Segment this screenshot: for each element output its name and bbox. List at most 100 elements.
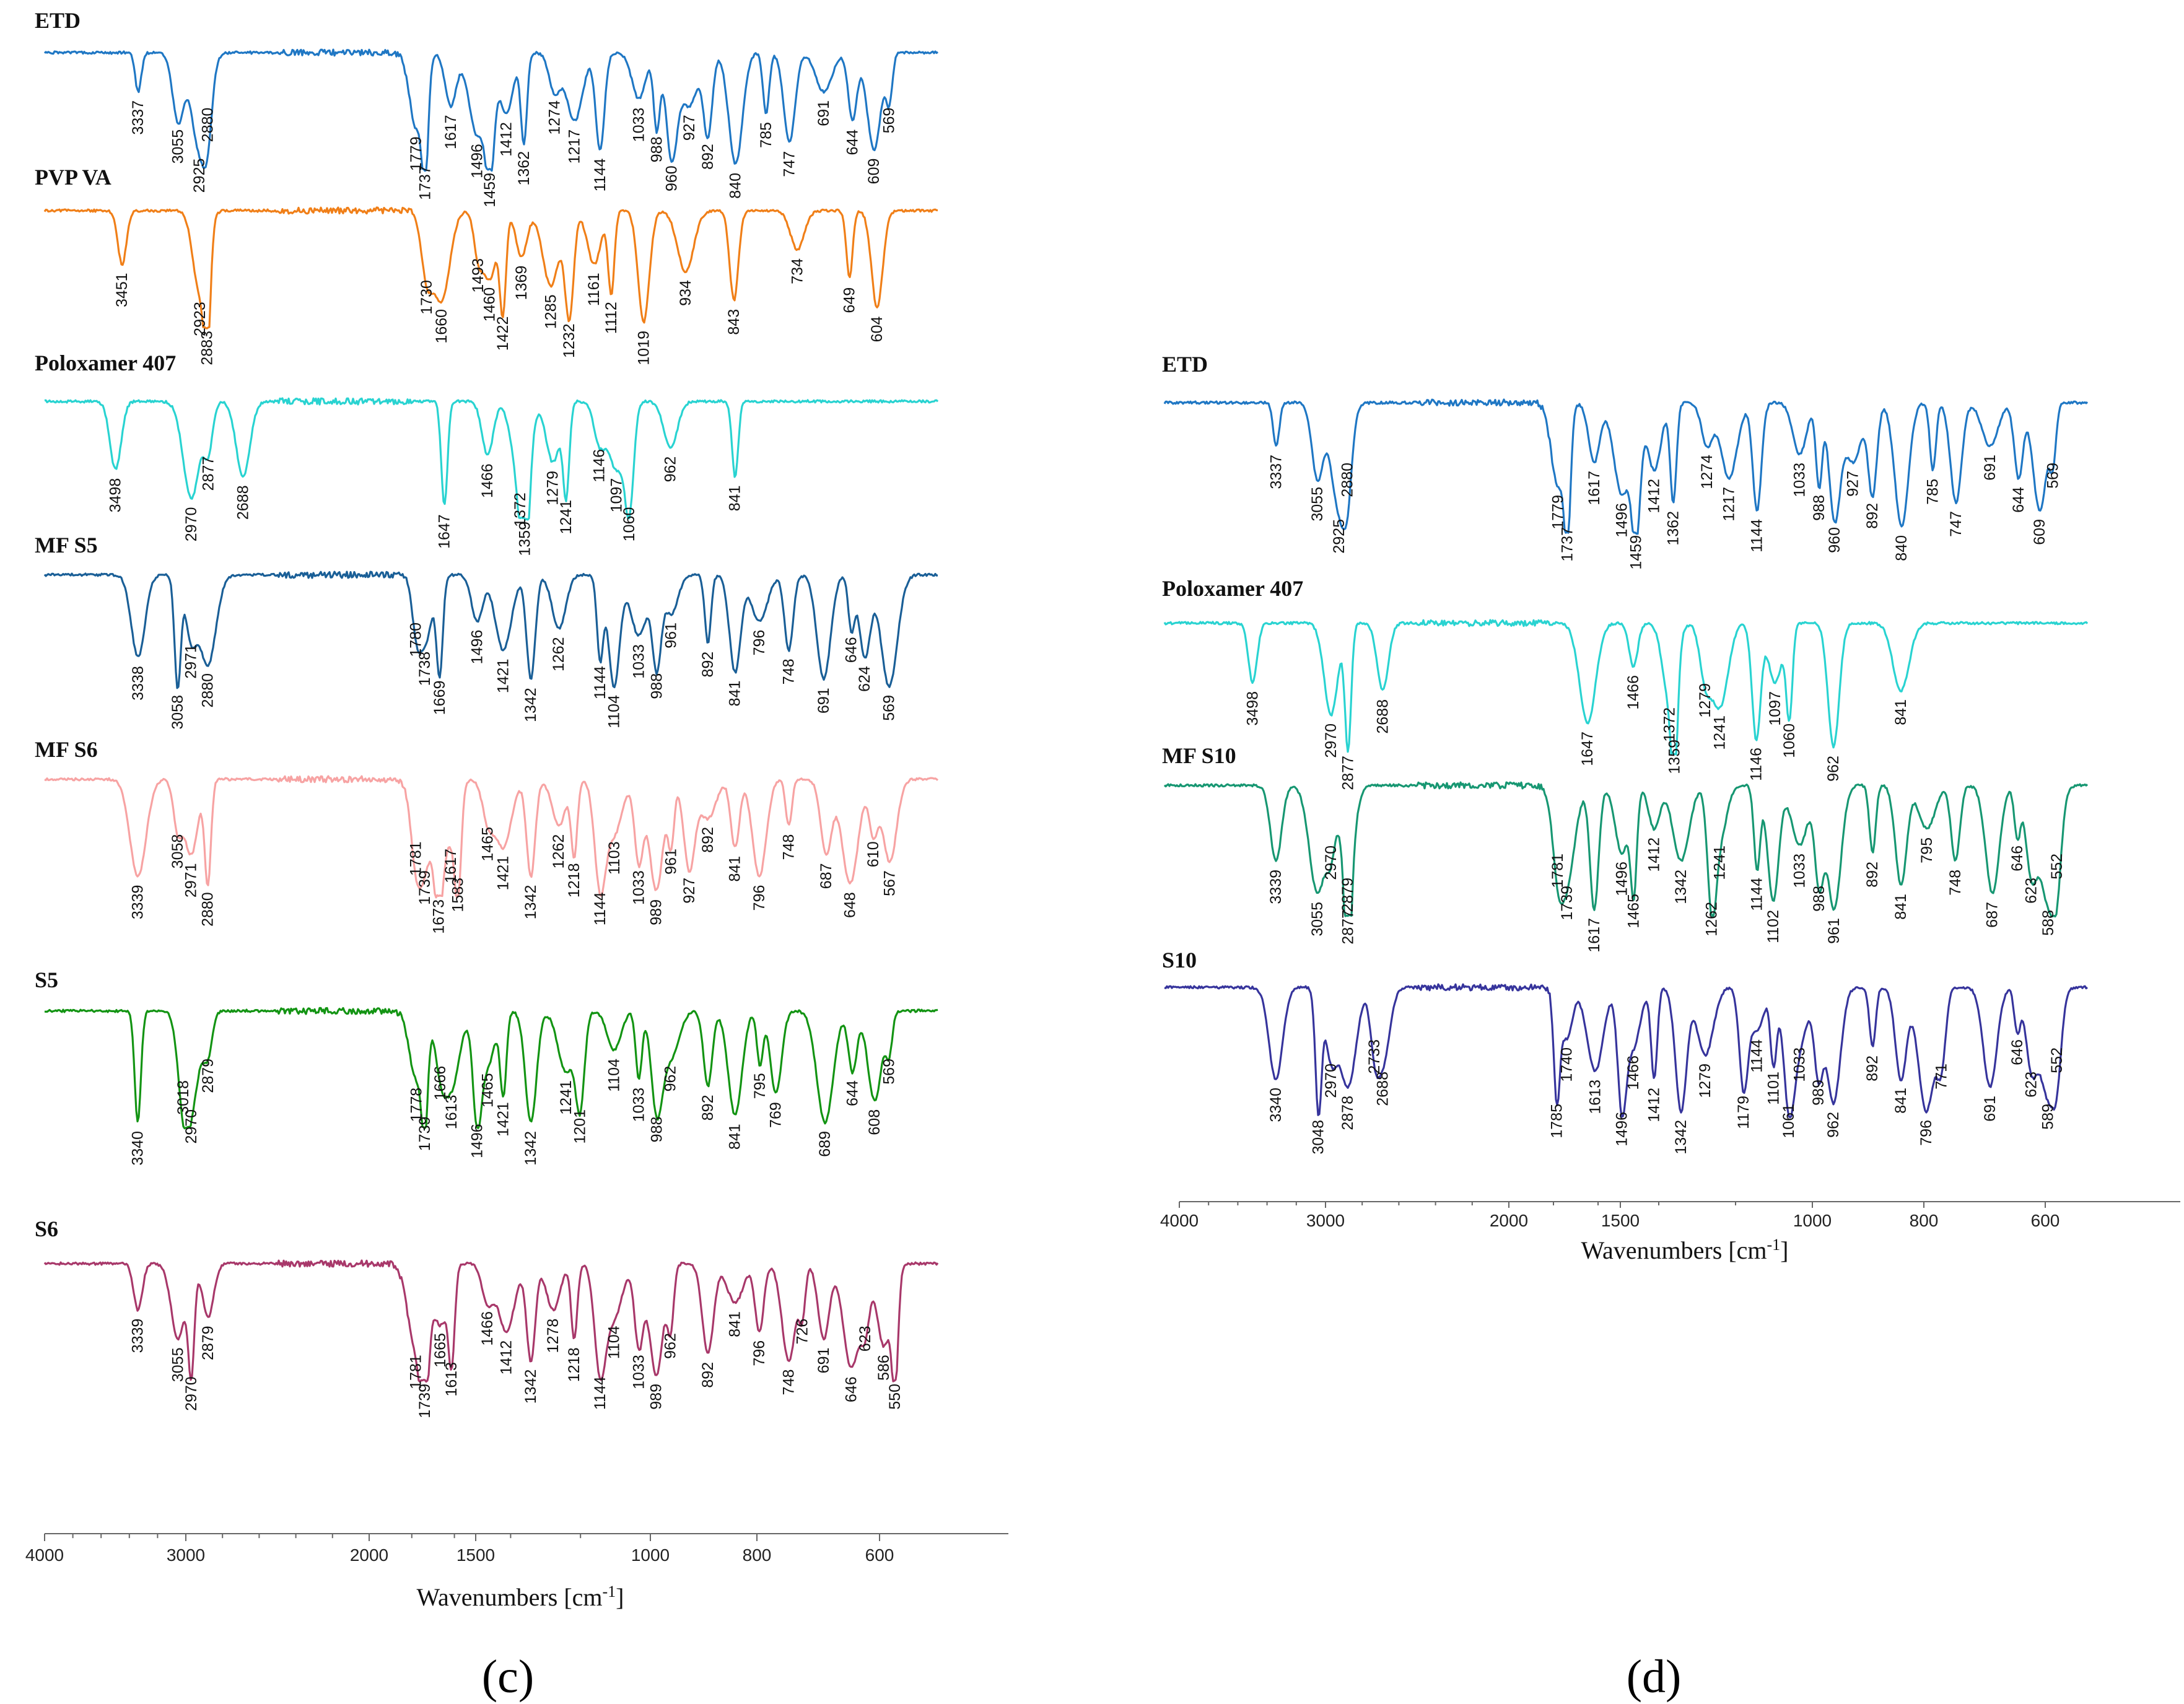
peak-label: 1144 — [592, 159, 609, 192]
x-tick-label: 800 — [1910, 1211, 1939, 1230]
peak-label: 1647 — [435, 514, 453, 549]
peak-label: 646 — [2009, 845, 2026, 872]
peak-label: 841 — [727, 486, 744, 512]
peak-label: 1241 — [557, 1080, 575, 1115]
peak-label: 691 — [1981, 455, 1999, 481]
peak-label: 1372 — [1661, 707, 1678, 742]
peak-label: 691 — [1981, 1096, 1999, 1122]
peak-label: 1112 — [603, 302, 620, 334]
series-name: MF S5 — [35, 533, 98, 557]
peak-label: 1033 — [630, 644, 647, 679]
peak-label: 1617 — [442, 849, 460, 883]
peak-label: 610 — [865, 841, 882, 867]
peak-label: 569 — [881, 695, 898, 721]
x-axis-title: Wavenumbers [cm-1] — [1581, 1236, 1789, 1265]
peak-label: 1274 — [1698, 455, 1716, 489]
peak-label: 2925 — [191, 159, 208, 193]
peak-label: 2877 — [1339, 910, 1356, 945]
x-axis: 4000 3000 2000 1500 1000 800 600 Wavenumbers [c… — [1160, 1201, 2180, 1265]
peak-label: 691 — [815, 688, 832, 714]
peak-label: 843 — [725, 309, 743, 335]
peak-label: 624 — [856, 666, 873, 692]
x-tick-label: 1500 — [456, 1545, 495, 1565]
peak-label: 1613 — [443, 1362, 460, 1397]
peak-label: 2688 — [234, 486, 251, 520]
peak-label: 1369 — [513, 266, 530, 300]
peak-label: 569 — [881, 1059, 898, 1085]
peak-label: 691 — [815, 1348, 832, 1374]
peak-label: 1060 — [1781, 723, 1798, 758]
peak-label: 608 — [866, 1109, 883, 1135]
peak-label: 2970 — [1322, 723, 1340, 758]
spectrum-line — [44, 1007, 938, 1130]
peak-label: 892 — [699, 652, 717, 678]
peak-label: 1412 — [1646, 1088, 1663, 1122]
peak-label: 785 — [1924, 479, 1942, 505]
peak-label: 1778 — [408, 1088, 425, 1122]
peak-label: 989 — [648, 899, 665, 925]
peak-label: 1033 — [630, 1088, 647, 1122]
peak-label: 892 — [699, 144, 717, 170]
peak-label: 567 — [881, 870, 899, 896]
peak-label: 623 — [857, 1326, 874, 1352]
peak-label: 569 — [881, 108, 898, 134]
series-name: ETD — [35, 8, 81, 33]
peak-label: 1465 — [479, 1073, 497, 1108]
spectrum-mf-s10: MF S103339305529702879287717811739161714… — [1162, 743, 2089, 953]
spectrum-line — [43, 570, 938, 689]
peak-label: 687 — [818, 863, 835, 889]
peak-label: 796 — [751, 630, 768, 656]
peak-label: 892 — [1864, 1055, 1881, 1081]
peak-label: 3337 — [129, 100, 147, 135]
peak-label: 1342 — [522, 688, 539, 722]
peak-label: 748 — [1947, 870, 1964, 896]
peak-label: 1179 — [1735, 1096, 1752, 1129]
peak-label: 988 — [1811, 886, 1828, 912]
peak-label: 3340 — [1267, 1088, 1285, 1122]
series-name: S6 — [35, 1217, 58, 1241]
peak-label: 623 — [2023, 1072, 2040, 1098]
peak-label: 785 — [758, 122, 775, 148]
peak-label: 1740 — [1558, 1047, 1576, 1082]
peak-label: 1647 — [1579, 732, 1596, 766]
peak-label: 988 — [648, 1117, 665, 1143]
peak-label: 1342 — [522, 885, 539, 920]
peak-label: 648 — [842, 892, 859, 918]
spectrum-line — [1164, 983, 2088, 1119]
peak-label: 769 — [767, 1102, 785, 1128]
peak-label: 2970 — [183, 1376, 200, 1411]
peak-label: 1496 — [1614, 503, 1631, 538]
peak-label: 734 — [788, 258, 806, 284]
peak-label: 3338 — [129, 666, 147, 701]
peak-label: 1730 — [418, 280, 435, 315]
peak-label: 1660 — [433, 309, 450, 344]
x-tick-label: 800 — [743, 1545, 772, 1565]
peak-label: 1278 — [544, 1319, 562, 1353]
peak-label: 1262 — [550, 834, 567, 869]
peak-label: 960 — [1826, 527, 1843, 553]
peak-label: 1737 — [1559, 527, 1576, 562]
peak-label: 1262 — [550, 637, 567, 671]
peak-label: 3340 — [129, 1131, 147, 1166]
series-name: S5 — [35, 968, 58, 992]
peak-label: 1496 — [1614, 862, 1631, 896]
peak-label: 1362 — [515, 151, 533, 186]
peak-label: 796 — [1918, 1120, 1935, 1146]
peak-label: 1146 — [591, 449, 608, 483]
peak-label: 1342 — [522, 1370, 539, 1404]
peak-label: 841 — [727, 1311, 744, 1337]
peak-label: 962 — [662, 1066, 679, 1092]
peak-label: 589 — [2039, 1104, 2056, 1130]
peak-label: 1285 — [542, 295, 559, 330]
peak-label: 841 — [1892, 699, 1910, 725]
peak-label: 748 — [780, 659, 798, 685]
peak-label: 604 — [868, 317, 886, 343]
peak-label: 960 — [663, 165, 680, 191]
peak-label: 552 — [2048, 854, 2066, 880]
peak-label: 988 — [648, 673, 665, 699]
peak-label: 1613 — [443, 1095, 460, 1130]
